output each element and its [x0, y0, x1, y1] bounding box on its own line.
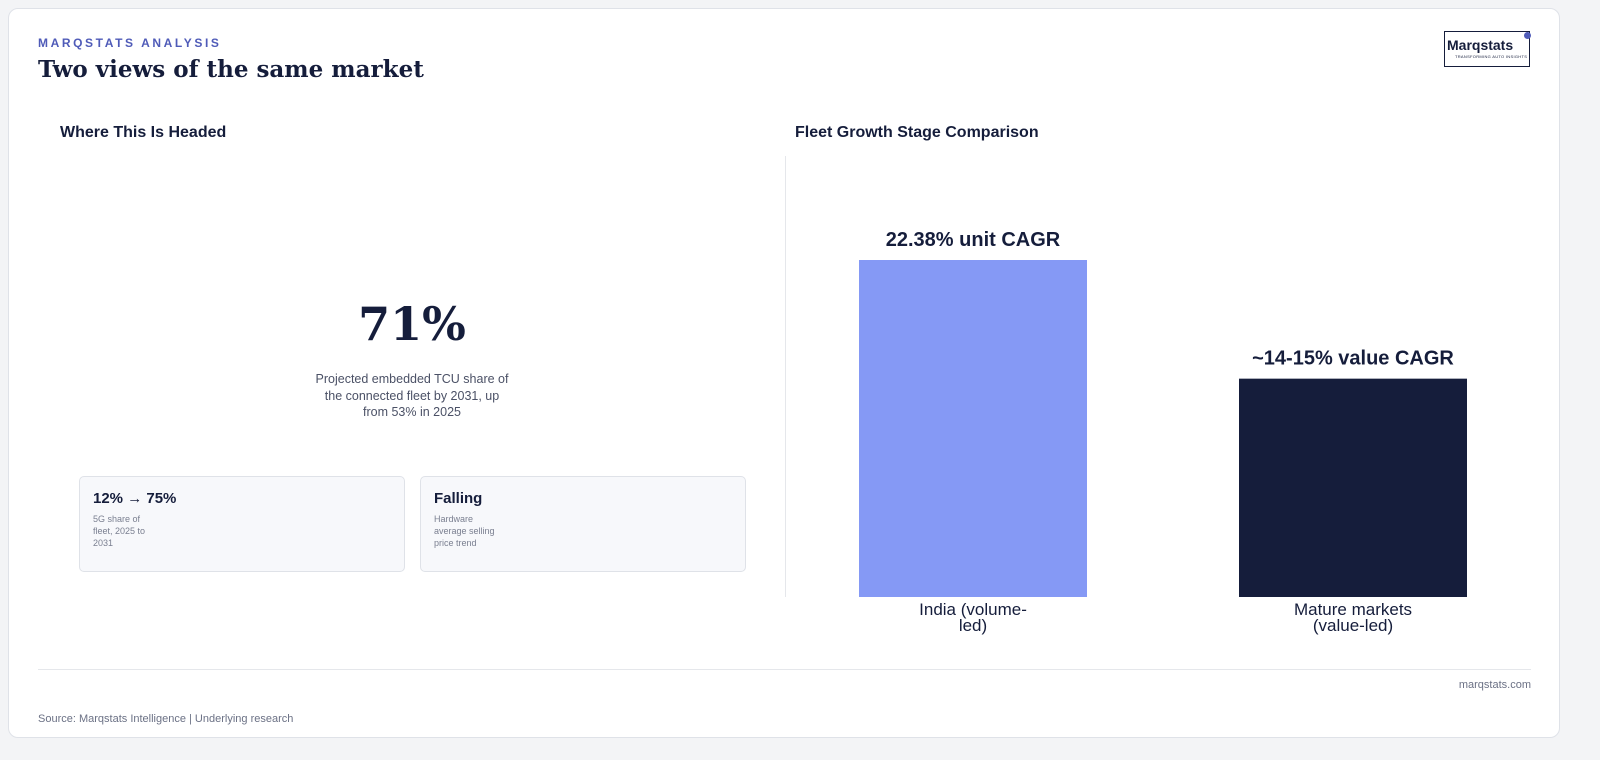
kpi-title: Falling [434, 490, 483, 507]
logo-tagline: TRANSFORMING AUTO INSIGHTS [1455, 54, 1528, 59]
chart-title: Fleet Growth Stage Comparison [795, 124, 1039, 141]
x-tick-label: India (volume-led) [919, 600, 1027, 635]
panel-title: Where This Is Headed [60, 124, 227, 141]
footer-rule [38, 669, 1531, 670]
value-label: 22.38% unit CAGR [886, 229, 1061, 251]
chart: 22.38% unit CAGR ~14-15% value CAGR India… [785, 156, 1545, 656]
bar [859, 260, 1087, 597]
source: Source: Marqstats Intelligence | Underly… [38, 713, 294, 725]
card: MARQSTATS ANALYSIS Two views of the same… [8, 8, 1560, 738]
kpi-card: Falling Hardware average selling price t… [420, 476, 746, 572]
kicker: MARQSTATS ANALYSIS [38, 36, 222, 50]
stat: 71% [358, 297, 466, 351]
kpi-title: 12% → 75% [93, 490, 177, 507]
plot: 22.38% unit CAGR ~14-15% value CAGR [859, 229, 1467, 597]
bar [1239, 378, 1467, 597]
value-label: ~14-15% value CAGR [1252, 348, 1454, 370]
page-title: Two views of the same market [38, 56, 424, 83]
logo-dot [1524, 32, 1531, 39]
logo-box [1444, 31, 1530, 67]
logo: Marqstats [1447, 37, 1514, 53]
stat-caption: Projected embedded TCU share of the conn… [315, 372, 509, 419]
kpi-text: 5G share of fleet, 2025 to 2031 [93, 514, 146, 548]
kpi-card: 12% → 75% 5G share of fleet, 2025 to 203… [79, 476, 405, 572]
kpi-text: Hardware average selling price trend [434, 514, 495, 548]
x-tick-label: Mature markets (value-led) [1293, 600, 1413, 635]
site: marqstats.com [1458, 679, 1531, 691]
divider [785, 156, 786, 597]
